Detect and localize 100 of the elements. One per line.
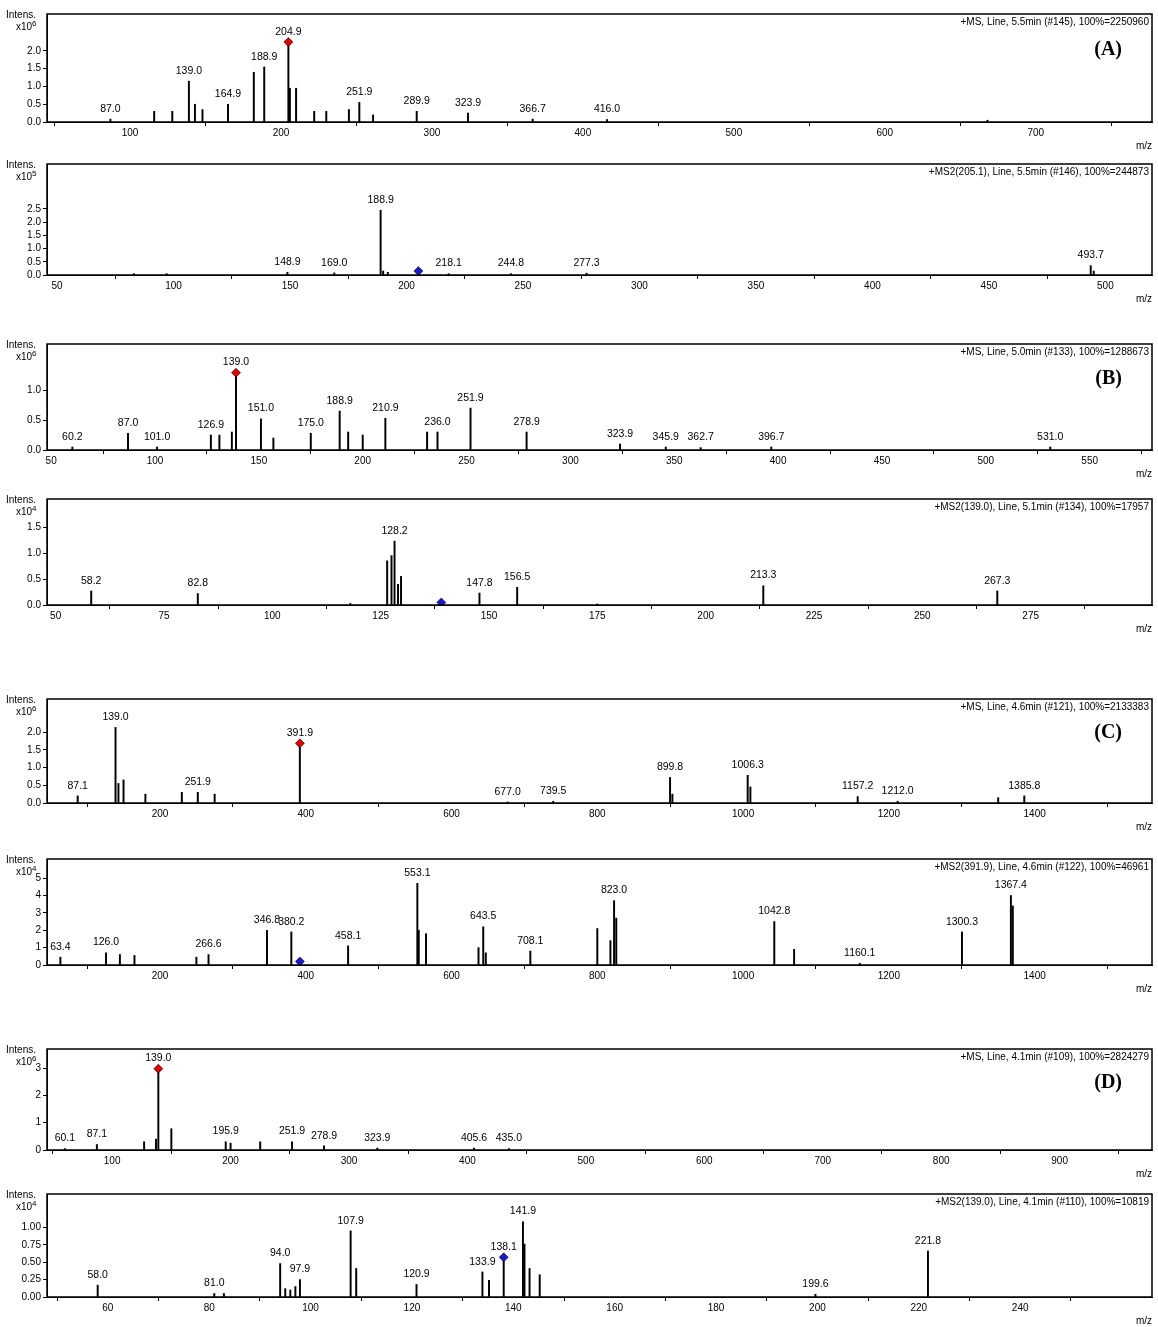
annotation: 218.1: [435, 256, 462, 269]
annotation: (B): [1095, 366, 1122, 390]
annotation: 133.9: [469, 1254, 496, 1267]
annotation: 128.2: [381, 523, 408, 536]
x-tick-label: 175: [588, 609, 607, 621]
x-tick-label: 500: [577, 1154, 595, 1166]
y-tick-label: 1.0: [27, 761, 42, 773]
x-tick-label: 400: [574, 126, 592, 138]
y-tick-label: 0.75: [21, 1238, 42, 1250]
annotation: 236.0: [424, 414, 451, 427]
x-tick-label: 100: [302, 1301, 320, 1313]
annotation: (D): [1094, 1069, 1122, 1093]
x-tick-label: 400: [769, 454, 787, 466]
annotation: 188.9: [326, 393, 353, 406]
annotation: 1160.1: [844, 945, 876, 958]
x-tick-label: 500: [1097, 279, 1115, 291]
x-tick-label: 200: [354, 454, 372, 466]
annotation: 94.0: [269, 1246, 291, 1259]
x-tick-label: 200: [272, 126, 290, 138]
annotation: 188.9: [367, 192, 394, 205]
annotation: 1300.3: [945, 914, 979, 927]
annotation: 139.0: [175, 63, 203, 76]
y-tick-label: 2: [35, 1089, 42, 1101]
annotation: 267.3: [984, 573, 1011, 586]
x-tick-label: 800: [588, 807, 607, 819]
y-tick-label: 1.5: [27, 743, 42, 755]
y-tick-label: 0: [35, 958, 42, 970]
annotation: 120.9: [403, 1267, 430, 1280]
x-tick-label: 225: [805, 609, 823, 621]
x-tick-label: 200: [809, 1301, 827, 1313]
x-tick-label: 250: [913, 609, 932, 621]
y-tick-label: 0.0: [27, 796, 42, 808]
x-tick-label: 700: [814, 1154, 832, 1166]
y-tick-label: 2.0: [27, 215, 42, 227]
x-axis-title: m/z: [1135, 820, 1152, 832]
annotation: 405.6: [460, 1130, 488, 1143]
x-tick-label: 50: [50, 609, 62, 621]
x-tick-label: 150: [250, 454, 268, 466]
x-tick-label: 300: [423, 126, 441, 138]
annotation: 251.9: [278, 1124, 306, 1137]
x-tick-label: 250: [514, 279, 532, 291]
x-tick-label: 400: [297, 807, 315, 819]
x-tick-label: 300: [562, 454, 580, 466]
y-tick-label: 0.5: [27, 572, 42, 584]
chart-title: +MS, Line, 4.1min (#109), 100%=2824279: [960, 1050, 1150, 1062]
x-tick-label: 220: [910, 1301, 928, 1313]
annotation: 1367.4: [994, 878, 1028, 891]
y-tick-label: 1.5: [27, 62, 42, 74]
y-tick-label: 0.00: [21, 1290, 42, 1302]
y-tick-label: 0.0: [27, 268, 42, 280]
annotation: 58.2: [80, 573, 102, 586]
annotation: 323.9: [364, 1130, 391, 1143]
chart-title: +MS2(139.0), Line, 4.1min (#110), 100%=10819: [935, 1195, 1150, 1207]
y-tick-label: 1.00: [21, 1221, 42, 1233]
x-tick-label: 350: [665, 454, 684, 466]
annotation: 107.9: [337, 1213, 364, 1226]
x-tick-label: 700: [1027, 126, 1045, 138]
annotation: 63.4: [50, 939, 71, 952]
x-tick-label: 100: [165, 279, 183, 291]
annotation: 493.7: [1077, 248, 1105, 261]
annotation: 1157.2: [842, 779, 874, 792]
annotation: 58.0: [87, 1267, 109, 1280]
chart-title: +MS2(205.1), Line, 5.5min (#146), 100%=244873: [928, 165, 1150, 177]
y-tick-label: 0.5: [27, 413, 42, 425]
x-tick-label: 800: [932, 1154, 950, 1166]
annotation: 195.9: [212, 1124, 240, 1137]
x-tick-label: 500: [725, 126, 743, 138]
x-tick-label: 150: [480, 609, 498, 621]
annotation: 141.9: [509, 1204, 537, 1217]
x-tick-label: 450: [873, 454, 891, 466]
annotation: 97.9: [289, 1262, 311, 1275]
x-tick-label: 800: [588, 969, 607, 981]
annotation: 739.5: [540, 783, 567, 796]
y-tick-label: 5: [35, 871, 42, 883]
x-tick-label: 200: [222, 1154, 240, 1166]
x-tick-label: 60: [102, 1301, 114, 1313]
annotation: 175.0: [297, 415, 325, 428]
x-tick-label: 240: [1011, 1301, 1029, 1313]
y-tick-label: 2: [35, 924, 42, 935]
y-tick-label: 4: [35, 889, 42, 901]
annotation: 87.0: [117, 415, 139, 428]
annotation: 277.3: [573, 255, 600, 268]
y-tick-label: 0.50: [21, 1255, 42, 1267]
x-axis-title: m/z: [1135, 1314, 1152, 1326]
x-tick-label: 100: [121, 126, 139, 138]
x-tick-label: 400: [297, 969, 315, 981]
y-tick-label: 0.5: [27, 97, 42, 109]
x-tick-label: 275: [1022, 609, 1040, 621]
annotation: 251.9: [346, 85, 373, 98]
y-tick-label: 0.5: [27, 255, 42, 267]
y-tick-label: 1.0: [27, 546, 42, 558]
annotation: 323.9: [606, 426, 634, 439]
annotation: (A): [1094, 36, 1122, 60]
annotation: 289.9: [403, 93, 430, 106]
annotation: 164.9: [214, 86, 242, 99]
annotation: 87.1: [86, 1127, 108, 1140]
x-tick-label: 100: [263, 609, 282, 621]
x-tick-label: 300: [340, 1154, 358, 1166]
annotation: 139.0: [145, 1051, 172, 1064]
annotation: 60.1: [54, 1131, 76, 1144]
